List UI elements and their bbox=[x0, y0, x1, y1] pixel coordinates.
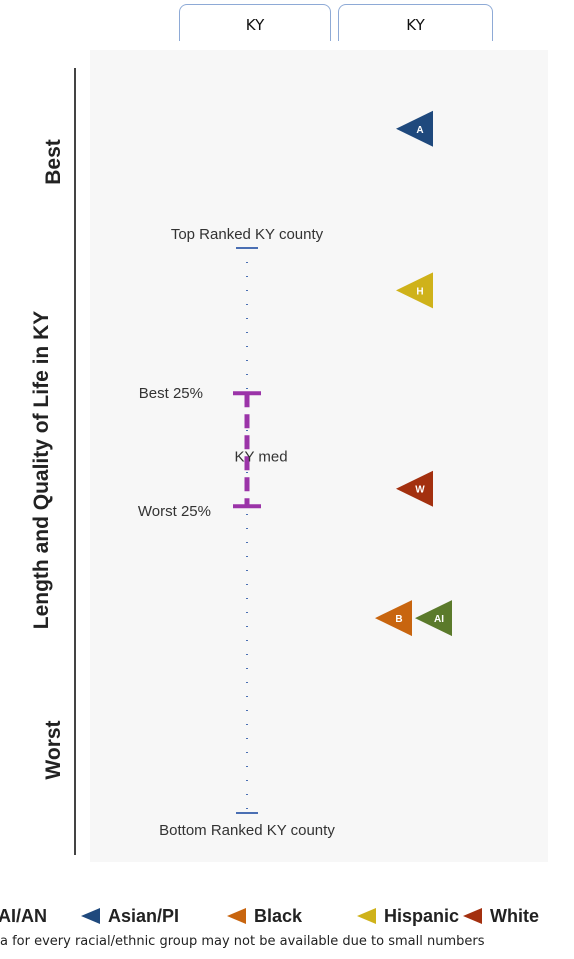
marker-letter-asian-pi: A bbox=[416, 125, 423, 136]
marker-letter-hispanic: H bbox=[416, 286, 423, 297]
legend-triangle-icon bbox=[227, 908, 246, 924]
legend-item-black: Black bbox=[226, 904, 302, 928]
marker-letter-black: B bbox=[395, 614, 402, 625]
marker-white bbox=[396, 470, 433, 507]
chart-panel: Length and Quality of Life in KY Best Wo… bbox=[30, 50, 548, 862]
group-markers: AI A B H W bbox=[375, 110, 452, 637]
best-25-label: Best 25% bbox=[139, 385, 203, 402]
legend-item-hispanic: Hispanic bbox=[356, 904, 459, 928]
legend-label-white: White bbox=[490, 905, 539, 926]
top-county-label: Top Ranked KY county bbox=[171, 226, 324, 243]
plot-background bbox=[90, 50, 548, 862]
legend-item-asian-pi: Asian/PI bbox=[80, 904, 179, 928]
legend-triangle-icon bbox=[357, 908, 376, 924]
legend-label-hispanic: Hispanic bbox=[384, 905, 460, 926]
legend-label-asian-pi: Asian/PI bbox=[108, 905, 180, 926]
legend-label-black: Black bbox=[254, 905, 303, 926]
marker-letter-white: W bbox=[415, 485, 425, 496]
legend: AI/AN Asian/PI Black Hispanic White bbox=[0, 904, 574, 928]
footnote: a for every racial/ethnic group may not … bbox=[0, 934, 485, 949]
marker-letter-ai-an: AI bbox=[434, 614, 444, 625]
marker-asian-pi bbox=[396, 110, 433, 147]
marker-ai-an bbox=[415, 600, 452, 637]
legend-item-ai-an: AI/AN bbox=[0, 904, 47, 928]
legend-triangle-icon bbox=[463, 908, 482, 924]
median-label: KY med bbox=[234, 449, 287, 466]
marker-black bbox=[375, 600, 412, 637]
worst-25-label: Worst 25% bbox=[138, 503, 211, 520]
marker-hispanic bbox=[396, 272, 433, 309]
legend-triangle-icon bbox=[81, 908, 100, 924]
tab-ky-2[interactable]: KY bbox=[338, 4, 493, 41]
legend-item-white: White bbox=[462, 904, 539, 928]
tab-ky-1[interactable]: KY bbox=[179, 4, 331, 41]
y-axis-label: Length and Quality of Life in KY bbox=[30, 311, 53, 630]
bottom-county-label: Bottom Ranked KY county bbox=[159, 822, 335, 839]
legend-label-ai-an: AI/AN bbox=[0, 905, 47, 926]
y-axis-worst-label: Worst bbox=[42, 720, 65, 779]
y-axis-best-label: Best bbox=[42, 139, 65, 185]
